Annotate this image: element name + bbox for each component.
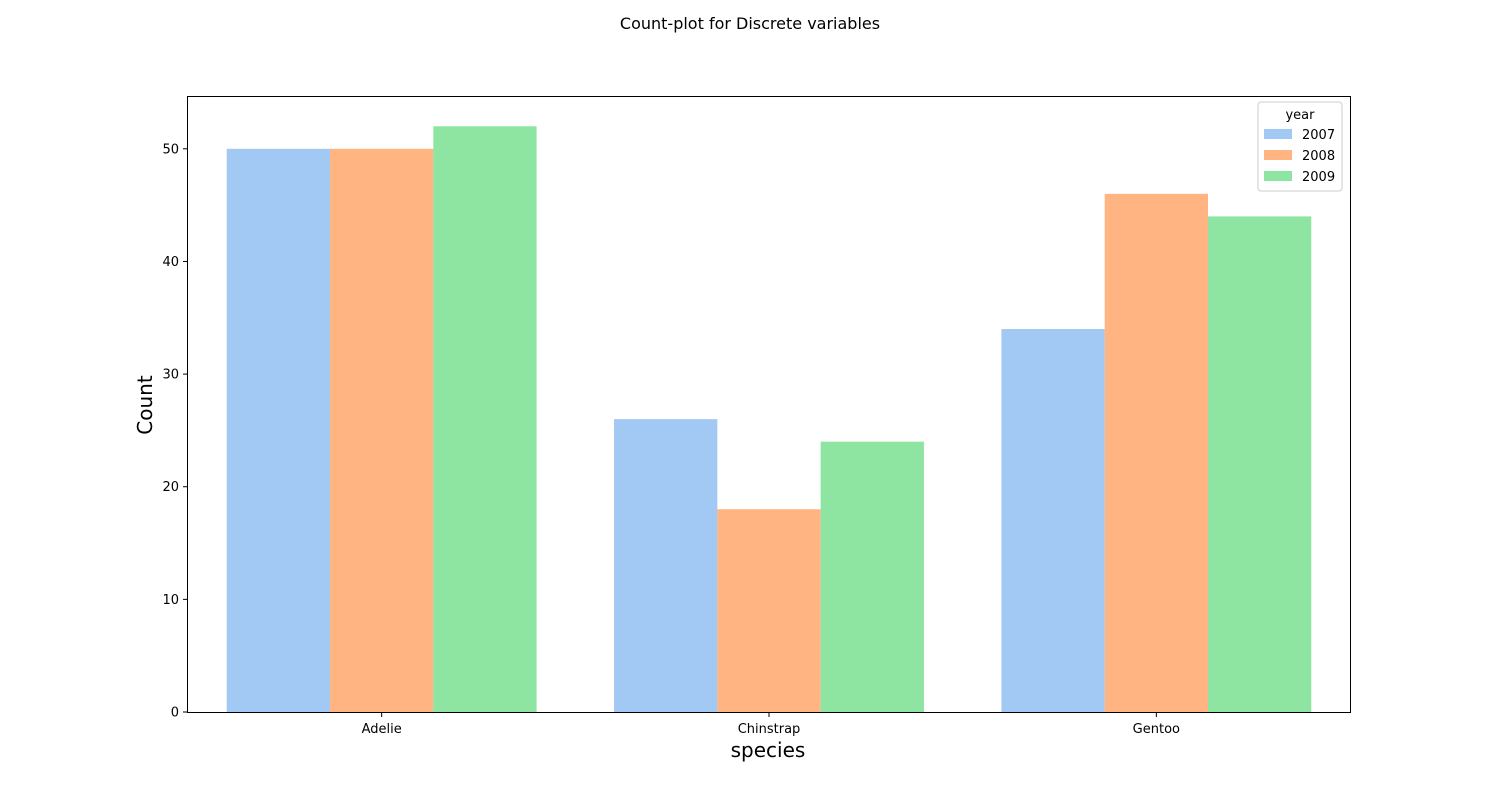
bar-gentoo-2009: [1207, 216, 1312, 712]
legend-label-2008: 2008: [1302, 149, 1335, 164]
y-tick-label: 40: [162, 255, 179, 270]
y-tick-label: 20: [162, 480, 179, 495]
y-tick-label: 30: [162, 368, 179, 383]
bar-adelie-2008: [330, 148, 434, 712]
x-tick-label: Gentoo: [1133, 722, 1180, 737]
y-tick-label: 0: [171, 706, 179, 721]
bar-gentoo-2008: [1104, 193, 1208, 712]
bar-chinstrap-2007: [614, 419, 718, 712]
y-axis: 0 10 20 30 40 50: [162, 142, 188, 721]
bars-layer: [226, 126, 1312, 713]
bar-adelie-2009: [433, 126, 537, 713]
bar-adelie-2007: [226, 148, 331, 712]
legend-swatch-2008: [1264, 150, 1292, 160]
x-tick-label: Adelie: [362, 722, 402, 737]
legend-label-2007: 2007: [1302, 128, 1335, 143]
x-tick-label: Chinstrap: [738, 722, 801, 737]
bar-chinstrap-2009: [820, 441, 924, 712]
legend-swatch-2009: [1264, 171, 1292, 181]
bar-gentoo-2007: [1001, 329, 1105, 712]
legend: year 2007 2008 2009: [1257, 101, 1343, 192]
legend-swatch-2007: [1264, 129, 1292, 139]
y-tick-label: 10: [162, 593, 179, 608]
figure-title: Count-plot for Discrete variables: [619, 14, 881, 33]
x-axis: Adelie Chinstrap Gentoo: [362, 712, 1180, 737]
x-axis-label: species: [731, 738, 806, 762]
y-tick-label: 50: [162, 142, 179, 157]
legend-title: year: [1285, 108, 1315, 123]
y-axis-label: Count: [133, 375, 157, 435]
legend-label-2009: 2009: [1302, 170, 1335, 185]
bar-chinstrap-2008: [717, 509, 821, 712]
legend-box: [1257, 101, 1343, 192]
